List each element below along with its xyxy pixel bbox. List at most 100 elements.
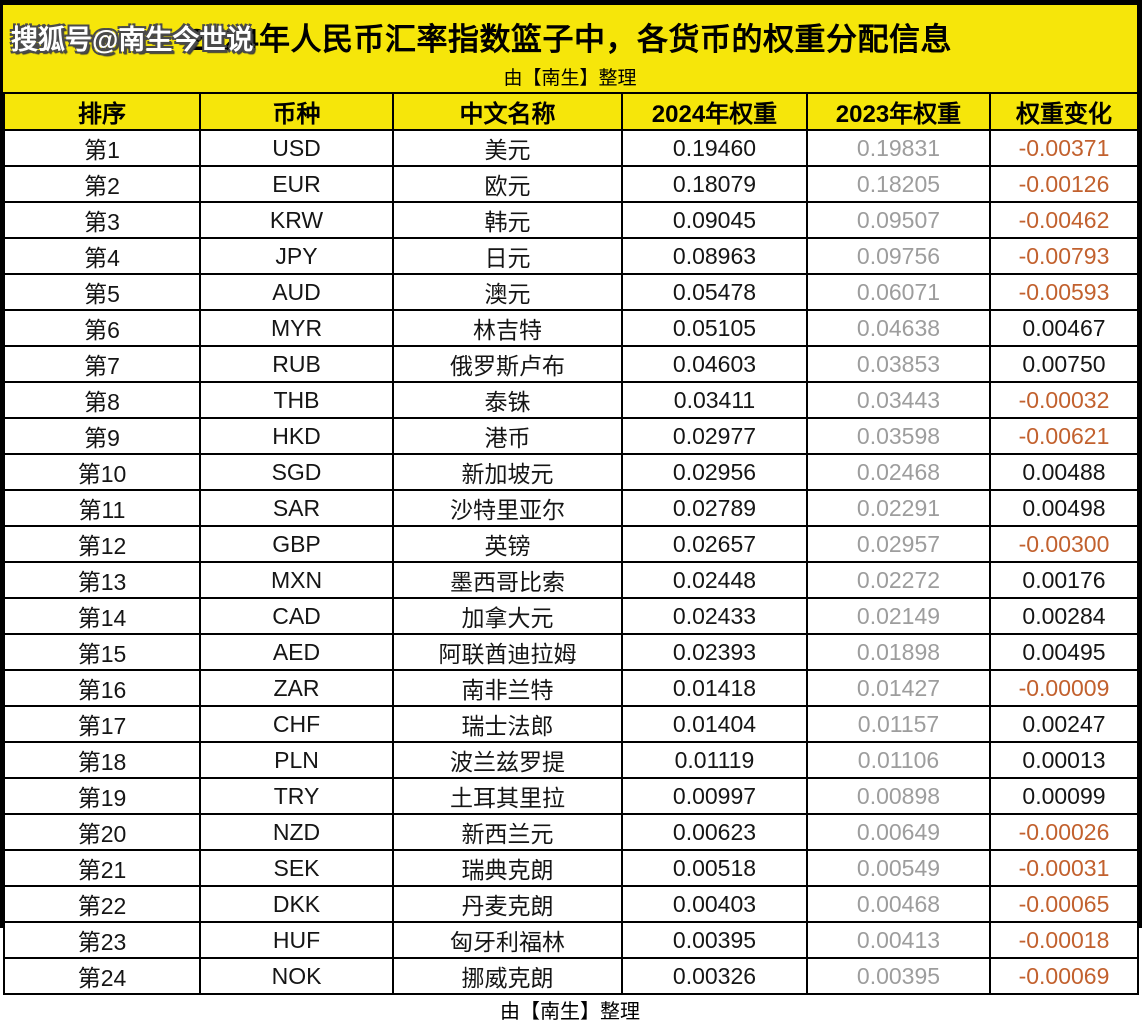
cell-rank: 第4 [3, 237, 201, 275]
cell-currency-code: TRY [199, 777, 394, 815]
cell-chinese-name: 泰铢 [392, 381, 623, 419]
cell-chinese-name: 丹麦克朗 [392, 885, 623, 923]
cell-weight-change: -0.00371 [989, 129, 1139, 167]
cell-currency-code: SAR [199, 489, 394, 527]
cell-weight-2024: 0.01418 [621, 669, 808, 707]
cell-weight-change: -0.00462 [989, 201, 1139, 239]
cell-currency-code: DKK [199, 885, 394, 923]
cell-chinese-name: 港币 [392, 417, 623, 455]
cell-rank: 第11 [3, 489, 201, 527]
cell-currency-code: SEK [199, 849, 394, 887]
cell-weight-2023: 0.09756 [806, 237, 991, 275]
cell-chinese-name: 沙特里亚尔 [392, 489, 623, 527]
cell-currency-code: EUR [199, 165, 394, 203]
table-row: 第10 SGD 新加坡元 0.02956 0.02468 0.00488 [3, 453, 1139, 491]
cell-weight-2024: 0.01119 [621, 741, 808, 779]
cell-weight-2023: 0.02468 [806, 453, 991, 491]
cell-weight-change: 0.00495 [989, 633, 1139, 671]
cell-chinese-name: 瑞士法郎 [392, 705, 623, 743]
cell-weight-2023: 0.00468 [806, 885, 991, 923]
cell-rank: 第2 [3, 165, 201, 203]
cell-weight-change: -0.00621 [989, 417, 1139, 455]
cell-weight-2023: 0.19831 [806, 129, 991, 167]
cell-chinese-name: 美元 [392, 129, 623, 167]
cell-rank: 第20 [3, 813, 201, 851]
cell-weight-change: -0.00031 [989, 849, 1139, 887]
cell-weight-2023: 0.02149 [806, 597, 991, 635]
cell-weight-2024: 0.03411 [621, 381, 808, 419]
cell-weight-2024: 0.00997 [621, 777, 808, 815]
column-header-6: 权重变化 [989, 92, 1139, 131]
title-band: 搜狐号@南生今世说 2024年人民币汇率指数篮子中，各货币的权重分配信息 由【南… [3, 5, 1137, 92]
cell-weight-change: -0.00069 [989, 957, 1139, 995]
cell-weight-2023: 0.00898 [806, 777, 991, 815]
cell-rank: 第16 [3, 669, 201, 707]
cell-rank: 第15 [3, 633, 201, 671]
cell-weight-2023: 0.01157 [806, 705, 991, 743]
cell-currency-code: ZAR [199, 669, 394, 707]
cell-weight-2023: 0.03443 [806, 381, 991, 419]
cell-weight-2023: 0.02957 [806, 525, 991, 563]
cell-weight-2024: 0.05478 [621, 273, 808, 311]
table-row: 第1 USD 美元 0.19460 0.19831 -0.00371 [3, 129, 1139, 167]
cell-chinese-name: 日元 [392, 237, 623, 275]
cell-chinese-name: 土耳其里拉 [392, 777, 623, 815]
cell-chinese-name: 墨西哥比索 [392, 561, 623, 599]
cell-weight-change: -0.00018 [989, 921, 1139, 959]
cell-chinese-name: 新西兰元 [392, 813, 623, 851]
cell-weight-2023: 0.02272 [806, 561, 991, 599]
cell-chinese-name: 南非兰特 [392, 669, 623, 707]
cell-weight-2024: 0.00623 [621, 813, 808, 851]
cell-weight-2024: 0.02433 [621, 597, 808, 635]
cell-weight-2024: 0.02393 [621, 633, 808, 671]
cell-chinese-name: 阿联酋迪拉姆 [392, 633, 623, 671]
cell-weight-change: -0.00009 [989, 669, 1139, 707]
cell-weight-2023: 0.03853 [806, 345, 991, 383]
cell-chinese-name: 林吉特 [392, 309, 623, 347]
cell-chinese-name: 加拿大元 [392, 597, 623, 635]
cell-weight-change: 0.00013 [989, 741, 1139, 779]
table-row: 第7 RUB 俄罗斯卢布 0.04603 0.03853 0.00750 [3, 345, 1139, 383]
cell-weight-2024: 0.02448 [621, 561, 808, 599]
table-row: 第6 MYR 林吉特 0.05105 0.04638 0.00467 [3, 309, 1139, 347]
cell-rank: 第3 [3, 201, 201, 239]
watermark-sohu: 搜狐号@南生今世说 [11, 25, 254, 55]
cell-weight-2023: 0.04638 [806, 309, 991, 347]
cell-chinese-name: 瑞典克朗 [392, 849, 623, 887]
cell-weight-2024: 0.08963 [621, 237, 808, 275]
cell-chinese-name: 波兰兹罗提 [392, 741, 623, 779]
table-row: 第21 SEK 瑞典克朗 0.00518 0.00549 -0.00031 [3, 849, 1139, 887]
table-header-row: 排序 币种 中文名称 2024年权重 2023年权重 权重变化 [3, 92, 1139, 131]
cell-currency-code: SGD [199, 453, 394, 491]
cell-weight-2024: 0.00326 [621, 957, 808, 995]
cell-weight-2024: 0.02956 [621, 453, 808, 491]
cell-currency-code: RUB [199, 345, 394, 383]
column-header-5: 2023年权重 [806, 92, 991, 131]
cell-weight-2023: 0.01898 [806, 633, 991, 671]
cell-currency-code: MYR [199, 309, 394, 347]
cell-rank: 第19 [3, 777, 201, 815]
table-row: 第8 THB 泰铢 0.03411 0.03443 -0.00032 [3, 381, 1139, 419]
cell-weight-2024: 0.00518 [621, 849, 808, 887]
cell-currency-code: NOK [199, 957, 394, 995]
cell-currency-code: NZD [199, 813, 394, 851]
cell-rank: 第18 [3, 741, 201, 779]
cell-rank: 第8 [3, 381, 201, 419]
cell-weight-change: -0.00126 [989, 165, 1139, 203]
table-row: 第16 ZAR 南非兰特 0.01418 0.01427 -0.00009 [3, 669, 1139, 707]
cell-weight-change: 0.00099 [989, 777, 1139, 815]
cell-currency-code: HKD [199, 417, 394, 455]
table-row: 第3 KRW 韩元 0.09045 0.09507 -0.00462 [3, 201, 1139, 239]
cell-weight-2023: 0.03598 [806, 417, 991, 455]
cell-weight-change: -0.00032 [989, 381, 1139, 419]
table-row: 第12 GBP 英镑 0.02657 0.02957 -0.00300 [3, 525, 1139, 563]
cell-weight-2024: 0.05105 [621, 309, 808, 347]
table-row: 第11 SAR 沙特里亚尔 0.02789 0.02291 0.00498 [3, 489, 1139, 527]
cell-chinese-name: 韩元 [392, 201, 623, 239]
cell-currency-code: AED [199, 633, 394, 671]
table-row: 第13 MXN 墨西哥比索 0.02448 0.02272 0.00176 [3, 561, 1139, 599]
table-row: 第20 NZD 新西兰元 0.00623 0.00649 -0.00026 [3, 813, 1139, 851]
column-header-1: 排序 [3, 92, 201, 131]
footer-note: 由【南生】整理 [3, 995, 1137, 1024]
